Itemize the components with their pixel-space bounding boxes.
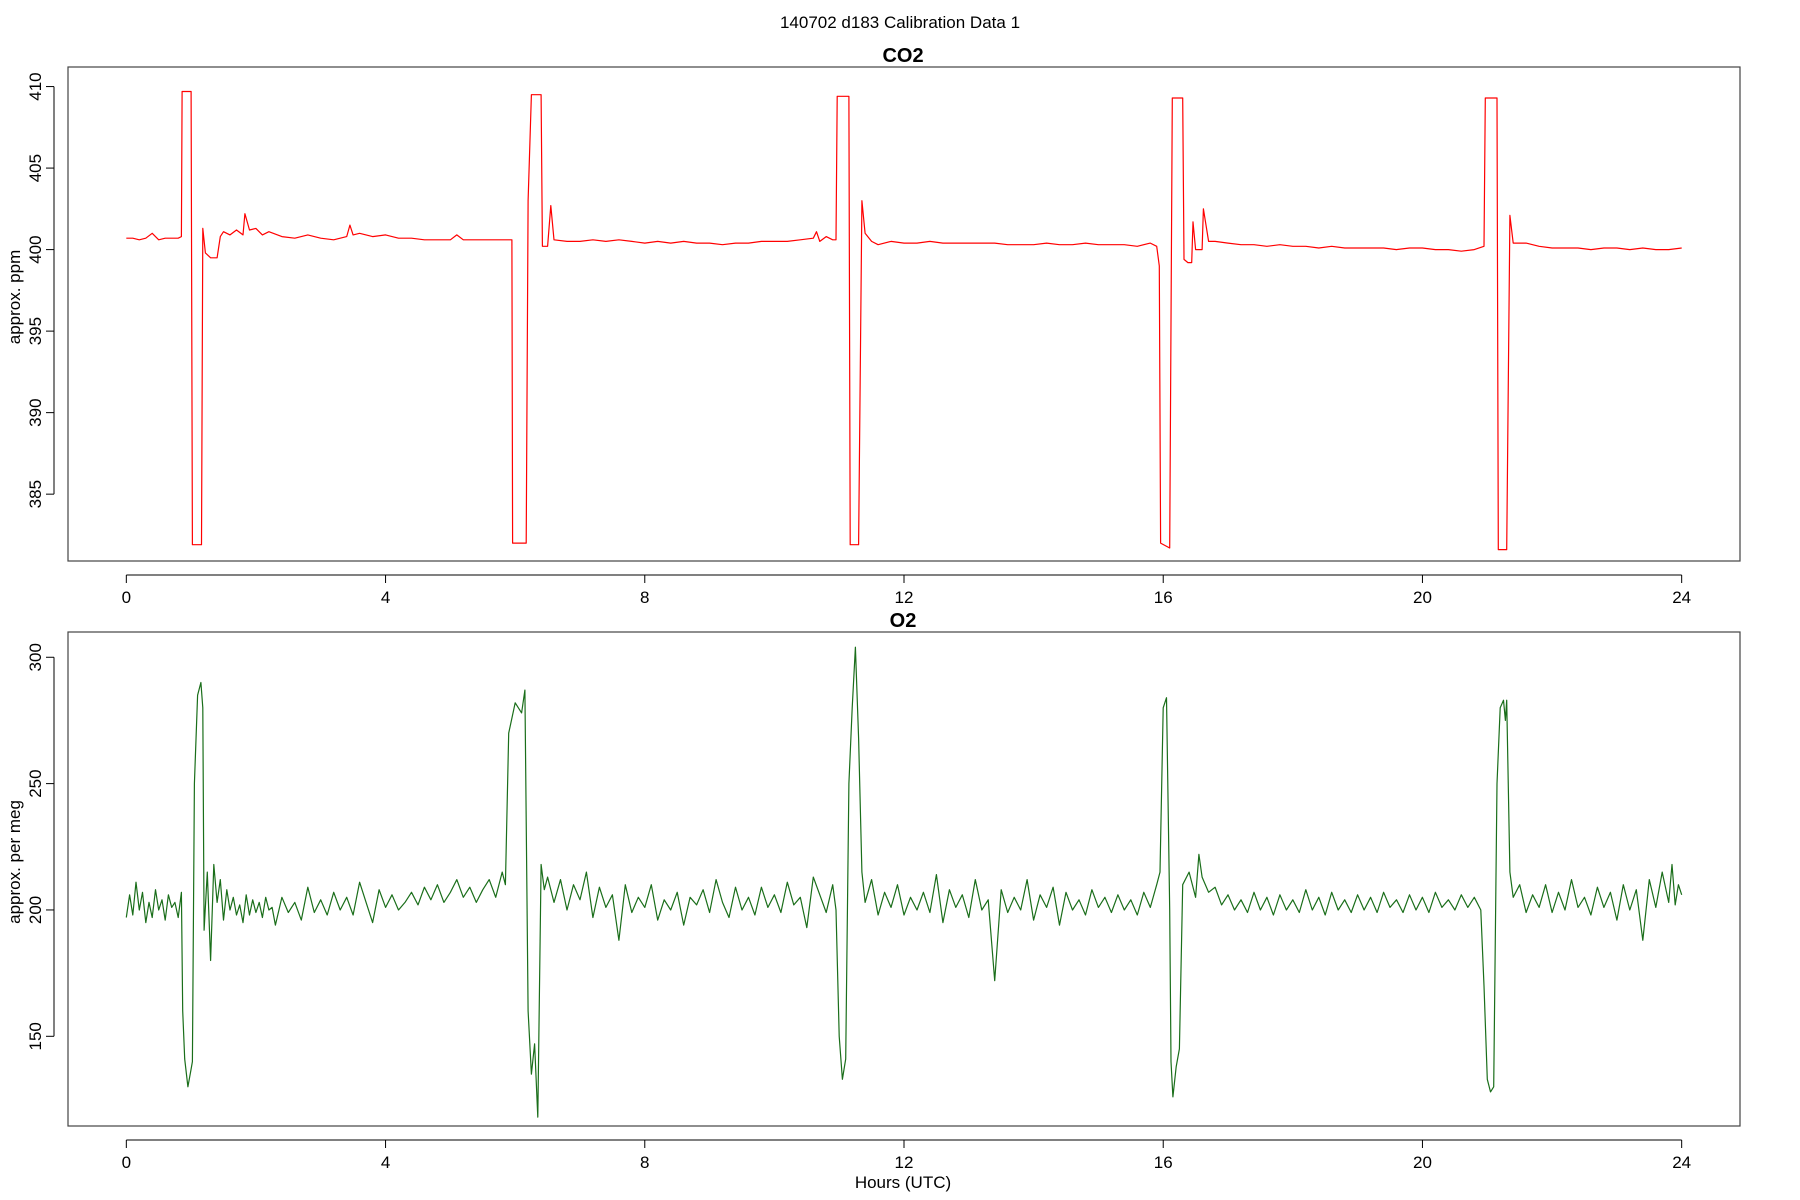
co2-x-tick-label: 16	[1154, 588, 1173, 607]
co2-x-tick-label: 24	[1672, 588, 1691, 607]
co2-plot-frame	[67, 66, 1741, 562]
co2-x-tick-label: 0	[122, 588, 131, 607]
o2-series-line	[125, 646, 1683, 1118]
co2-y-tick-label: 410	[26, 72, 45, 100]
o2-x-tick-label: 8	[640, 1153, 649, 1172]
co2-y-tick-label: 390	[26, 398, 45, 426]
co2-x-tick-label: 8	[640, 588, 649, 607]
co2-x-tick-label: 4	[381, 588, 390, 607]
co2-y-axis: 385 390 395 400 405 410	[26, 72, 55, 508]
o2-x-axis: 0 4 8 12 16 20 24	[122, 1139, 1691, 1172]
o2-x-tick-label: 24	[1672, 1153, 1691, 1172]
co2-y-tick-label: 385	[26, 480, 45, 508]
o2-x-tick-label: 0	[122, 1153, 131, 1172]
co2-y-axis-label: approx. ppm	[5, 250, 24, 345]
o2-panel: O2 0 4 8 12 16 20 24 150 200 250 300 approx. per …	[5, 610, 1741, 1192]
co2-x-axis: 0 4 8 12 16 20 24	[122, 574, 1691, 607]
co2-panel-title: CO2	[882, 45, 923, 67]
co2-series-line	[126, 90, 1682, 551]
o2-panel-title: O2	[890, 610, 917, 632]
co2-y-tick-label: 395	[26, 317, 45, 345]
co2-x-tick-label: 20	[1413, 588, 1432, 607]
o2-x-axis-label: Hours (UTC)	[855, 1173, 951, 1192]
co2-y-tick-label: 400	[26, 235, 45, 263]
o2-y-tick-label: 150	[26, 1022, 45, 1050]
o2-y-tick-label: 250	[26, 769, 45, 797]
o2-x-tick-label: 20	[1413, 1153, 1432, 1172]
o2-x-tick-label: 16	[1154, 1153, 1173, 1172]
o2-y-tick-label: 200	[26, 896, 45, 924]
figure-suptitle: 140702 d183 Calibration Data 1	[780, 13, 1020, 32]
o2-x-tick-label: 12	[895, 1153, 914, 1172]
o2-x-tick-label: 4	[381, 1153, 390, 1172]
o2-plot-frame	[67, 631, 1741, 1127]
co2-panel: CO2 0 4 8 12 16 20 24 385 390 395 400 405 410 appro…	[5, 45, 1741, 607]
o2-y-tick-label: 300	[26, 643, 45, 671]
o2-y-axis: 150 200 250 300	[26, 643, 55, 1050]
co2-y-tick-label: 405	[26, 154, 45, 182]
o2-y-axis-label: approx. per meg	[5, 800, 24, 924]
co2-x-tick-label: 12	[895, 588, 914, 607]
